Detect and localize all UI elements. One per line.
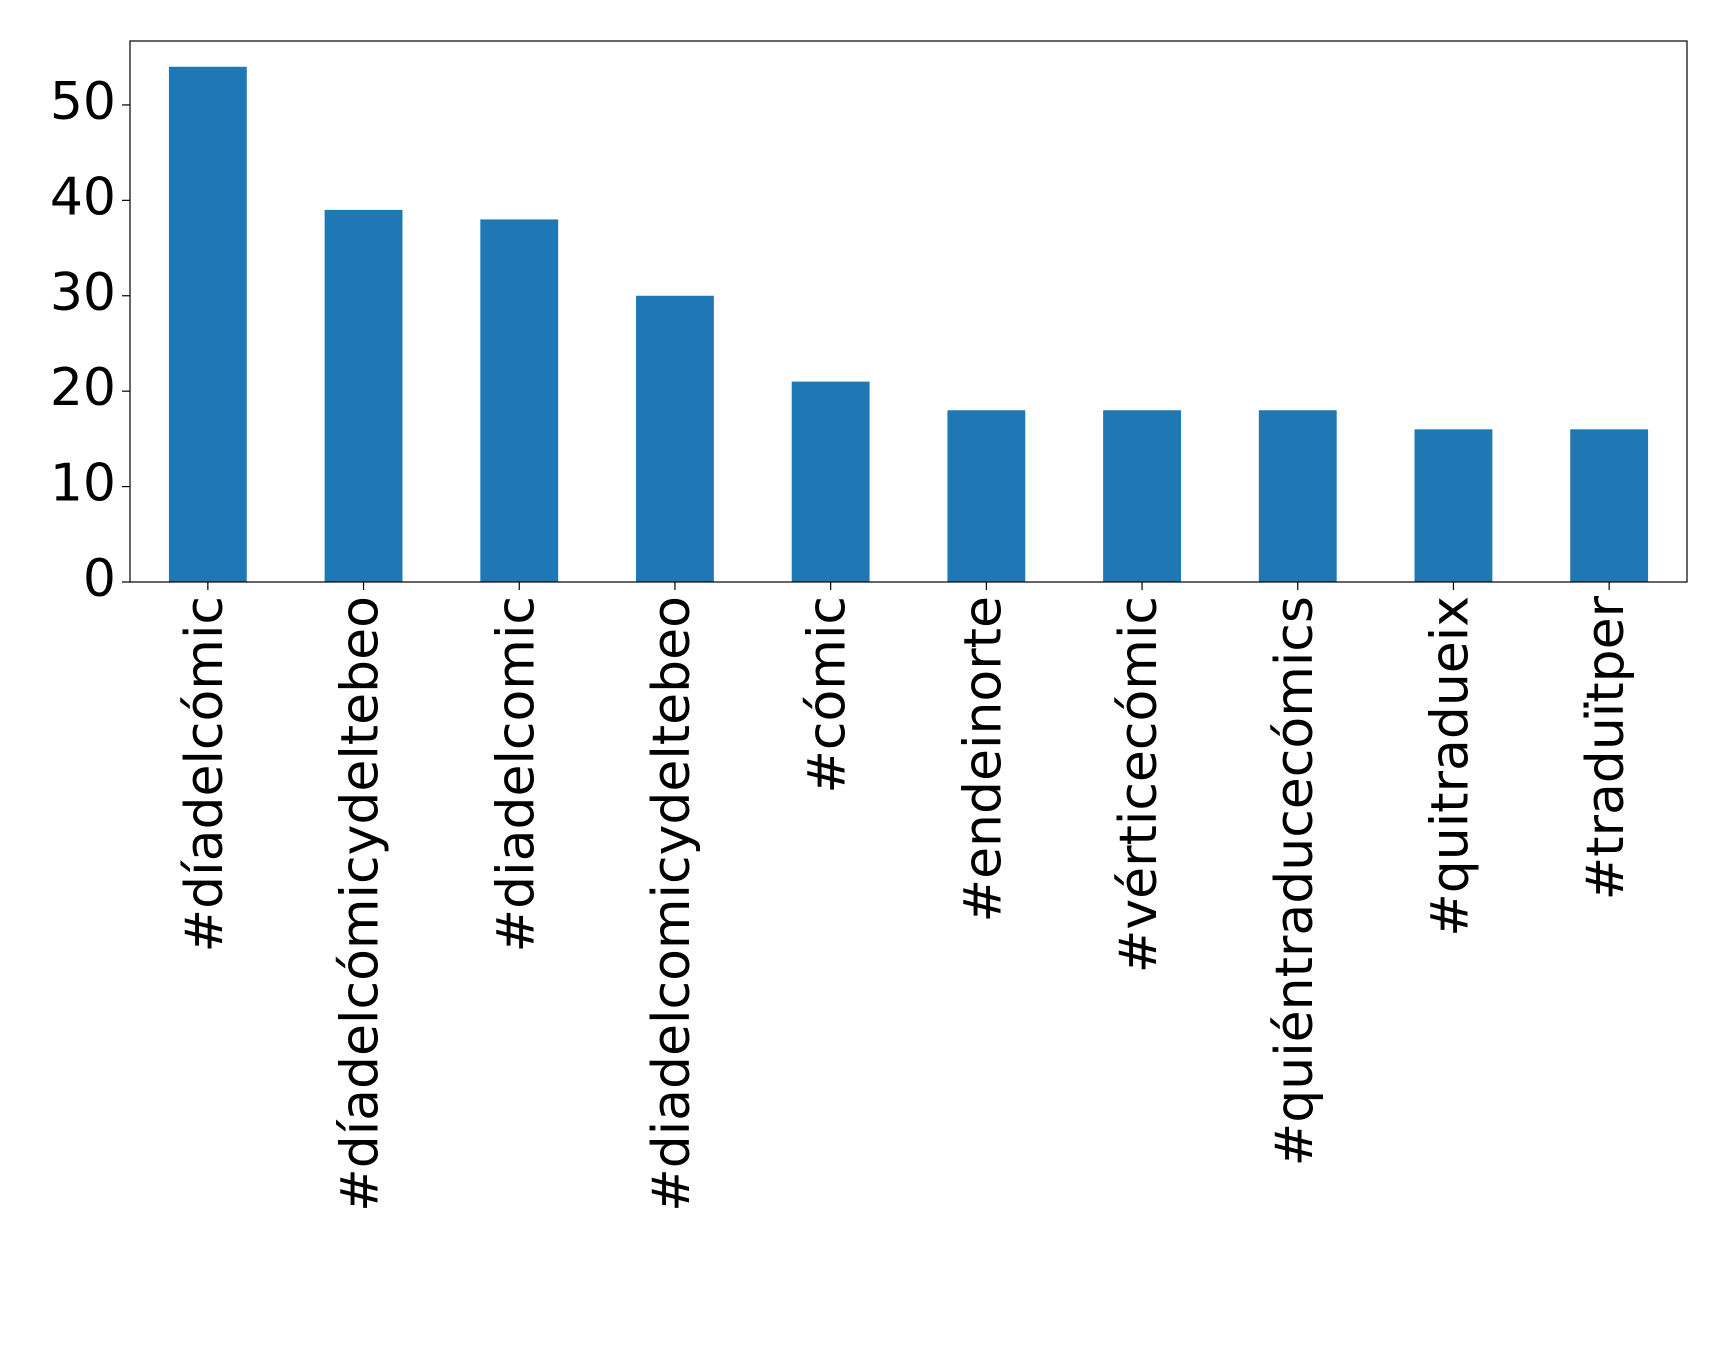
x-tick-label: #diadelcomic [486,596,546,952]
plot-frame [129,40,1688,583]
bar [1103,410,1181,582]
y-tick-label: 40 [50,167,116,227]
bar [1414,429,1493,582]
x-tick-label: #diadelcomicydeltebeo [642,596,702,1212]
bar [168,66,247,582]
bar [324,209,403,582]
bar [791,381,870,582]
x-tick-label: #cómic [798,596,858,794]
y-tick-label: 0 [83,549,116,609]
bar [1570,429,1649,582]
x-tick-label: #díadelcómicydeltebeo [331,596,391,1212]
bar [1258,410,1337,582]
bar [947,410,1026,582]
x-tick-label: #quitradueix [1420,596,1480,937]
x-tick-label: #díadelcómic [175,596,235,952]
bar [480,219,559,582]
x-tick-label: #vérticecómic [1109,596,1169,973]
y-tick-label: 10 [50,454,116,514]
bar [636,295,714,582]
y-tick-label: 20 [50,358,116,418]
x-tick-label: #quiéntraducecómics [1265,596,1325,1166]
y-tick-label: 30 [50,263,116,323]
x-tick-label: #endeinorte [953,596,1013,923]
x-tick-label: #traduïtper [1576,595,1636,900]
y-tick-label: 50 [50,72,116,132]
